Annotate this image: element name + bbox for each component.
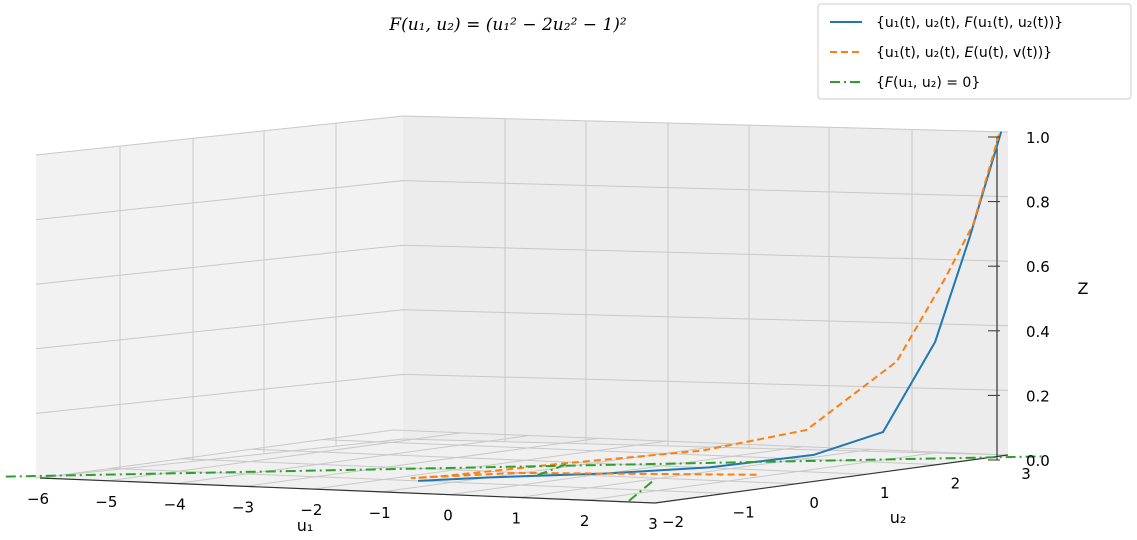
legend-item: {F(u₁, u₂) = 0} [830,75,980,91]
x-axis-label: u₁ [297,516,314,535]
z-tick-label: 0.0 [1026,452,1050,470]
y-tick-label: 2 [951,475,961,493]
axis-panes [36,116,1008,503]
data-series [5,131,1043,503]
legend-frame [817,3,1132,100]
grid-line [39,429,394,479]
z-tick-label: 0.2 [1026,387,1050,405]
grid-line [251,448,867,475]
x-tick-label: 3 [648,515,658,533]
x-axis-line [39,477,656,504]
y-tick-label: 1 [880,484,890,502]
tick-labels: −6 −5 −4 −3 −2 −1 0 1 2 3 −2−101230.00.20.40.60.81… [27,129,1050,533]
y-tick-label: 3 [1021,465,1031,483]
y-tick-label: −1 [733,503,755,521]
legend: {u₁(t), u₂(t), F(u₁(t), u₂(t))} {u₁(t), … [817,3,1132,100]
y-tick-label: −2 [662,513,684,531]
series-line-2 [410,131,1001,480]
x-tick-label: −5 [95,493,117,511]
series-line-1 [418,131,1003,482]
grid-line [35,309,1009,350]
x-tick-label: −3 [232,498,254,516]
y-axis-label: u₂ [890,508,907,527]
x-tick-label: −1 [369,504,391,522]
x-tick-label: −6 [27,490,49,508]
y-axis-line [654,454,1009,504]
grid-line [35,373,1009,414]
x-tick-label: 1 [512,509,522,527]
grid-line [35,438,1009,479]
grid-line [449,446,804,496]
x-tick-label: 0 [443,507,453,525]
y-tick-label: 0 [809,494,819,512]
x-tick-label: −4 [164,496,186,514]
zero-set-segment [535,463,567,477]
z-tick-label: 0.4 [1026,323,1050,341]
grid-line [35,180,1009,221]
z-tick-label: 1.0 [1026,129,1050,147]
pane-left-wall [36,116,403,478]
x-tick-label: 2 [580,512,590,530]
legend-item: {u₁(t), u₂(t), E(u(t), v(t))} [830,45,1052,61]
legend-label: {F(u₁, u₂) = 0} [876,75,980,91]
legend-label: {u₁(t), u₂(t), E(u(t), v(t))} [876,45,1052,61]
chart-title: F(u₁, u₂) = (u₁² − 2u₂² − 1)² [388,15,627,35]
x-tick-label: −2 [300,501,322,519]
legend-item: {u₁(t), u₂(t), F(u₁(t), u₂(t))} [830,15,1063,31]
grid-line [313,440,667,490]
axis-lines [39,137,1009,504]
z-axis-label: Z [1078,279,1089,298]
grid-line [176,435,530,485]
grid-line [244,437,599,487]
series-line-3 [5,455,1043,478]
z-tick-label: 0.8 [1026,194,1050,212]
legend-label: {u₁(t), u₂(t), F(u₁(t), u₂(t))} [876,15,1063,31]
grid-line [35,244,1009,285]
zero-set-segment [627,480,653,503]
z-tick-label: 0.6 [1026,258,1050,276]
pane-floor [36,439,1008,503]
grid-line [392,429,1009,456]
pane-back-wall [403,116,1008,455]
grid-line [35,115,1009,156]
